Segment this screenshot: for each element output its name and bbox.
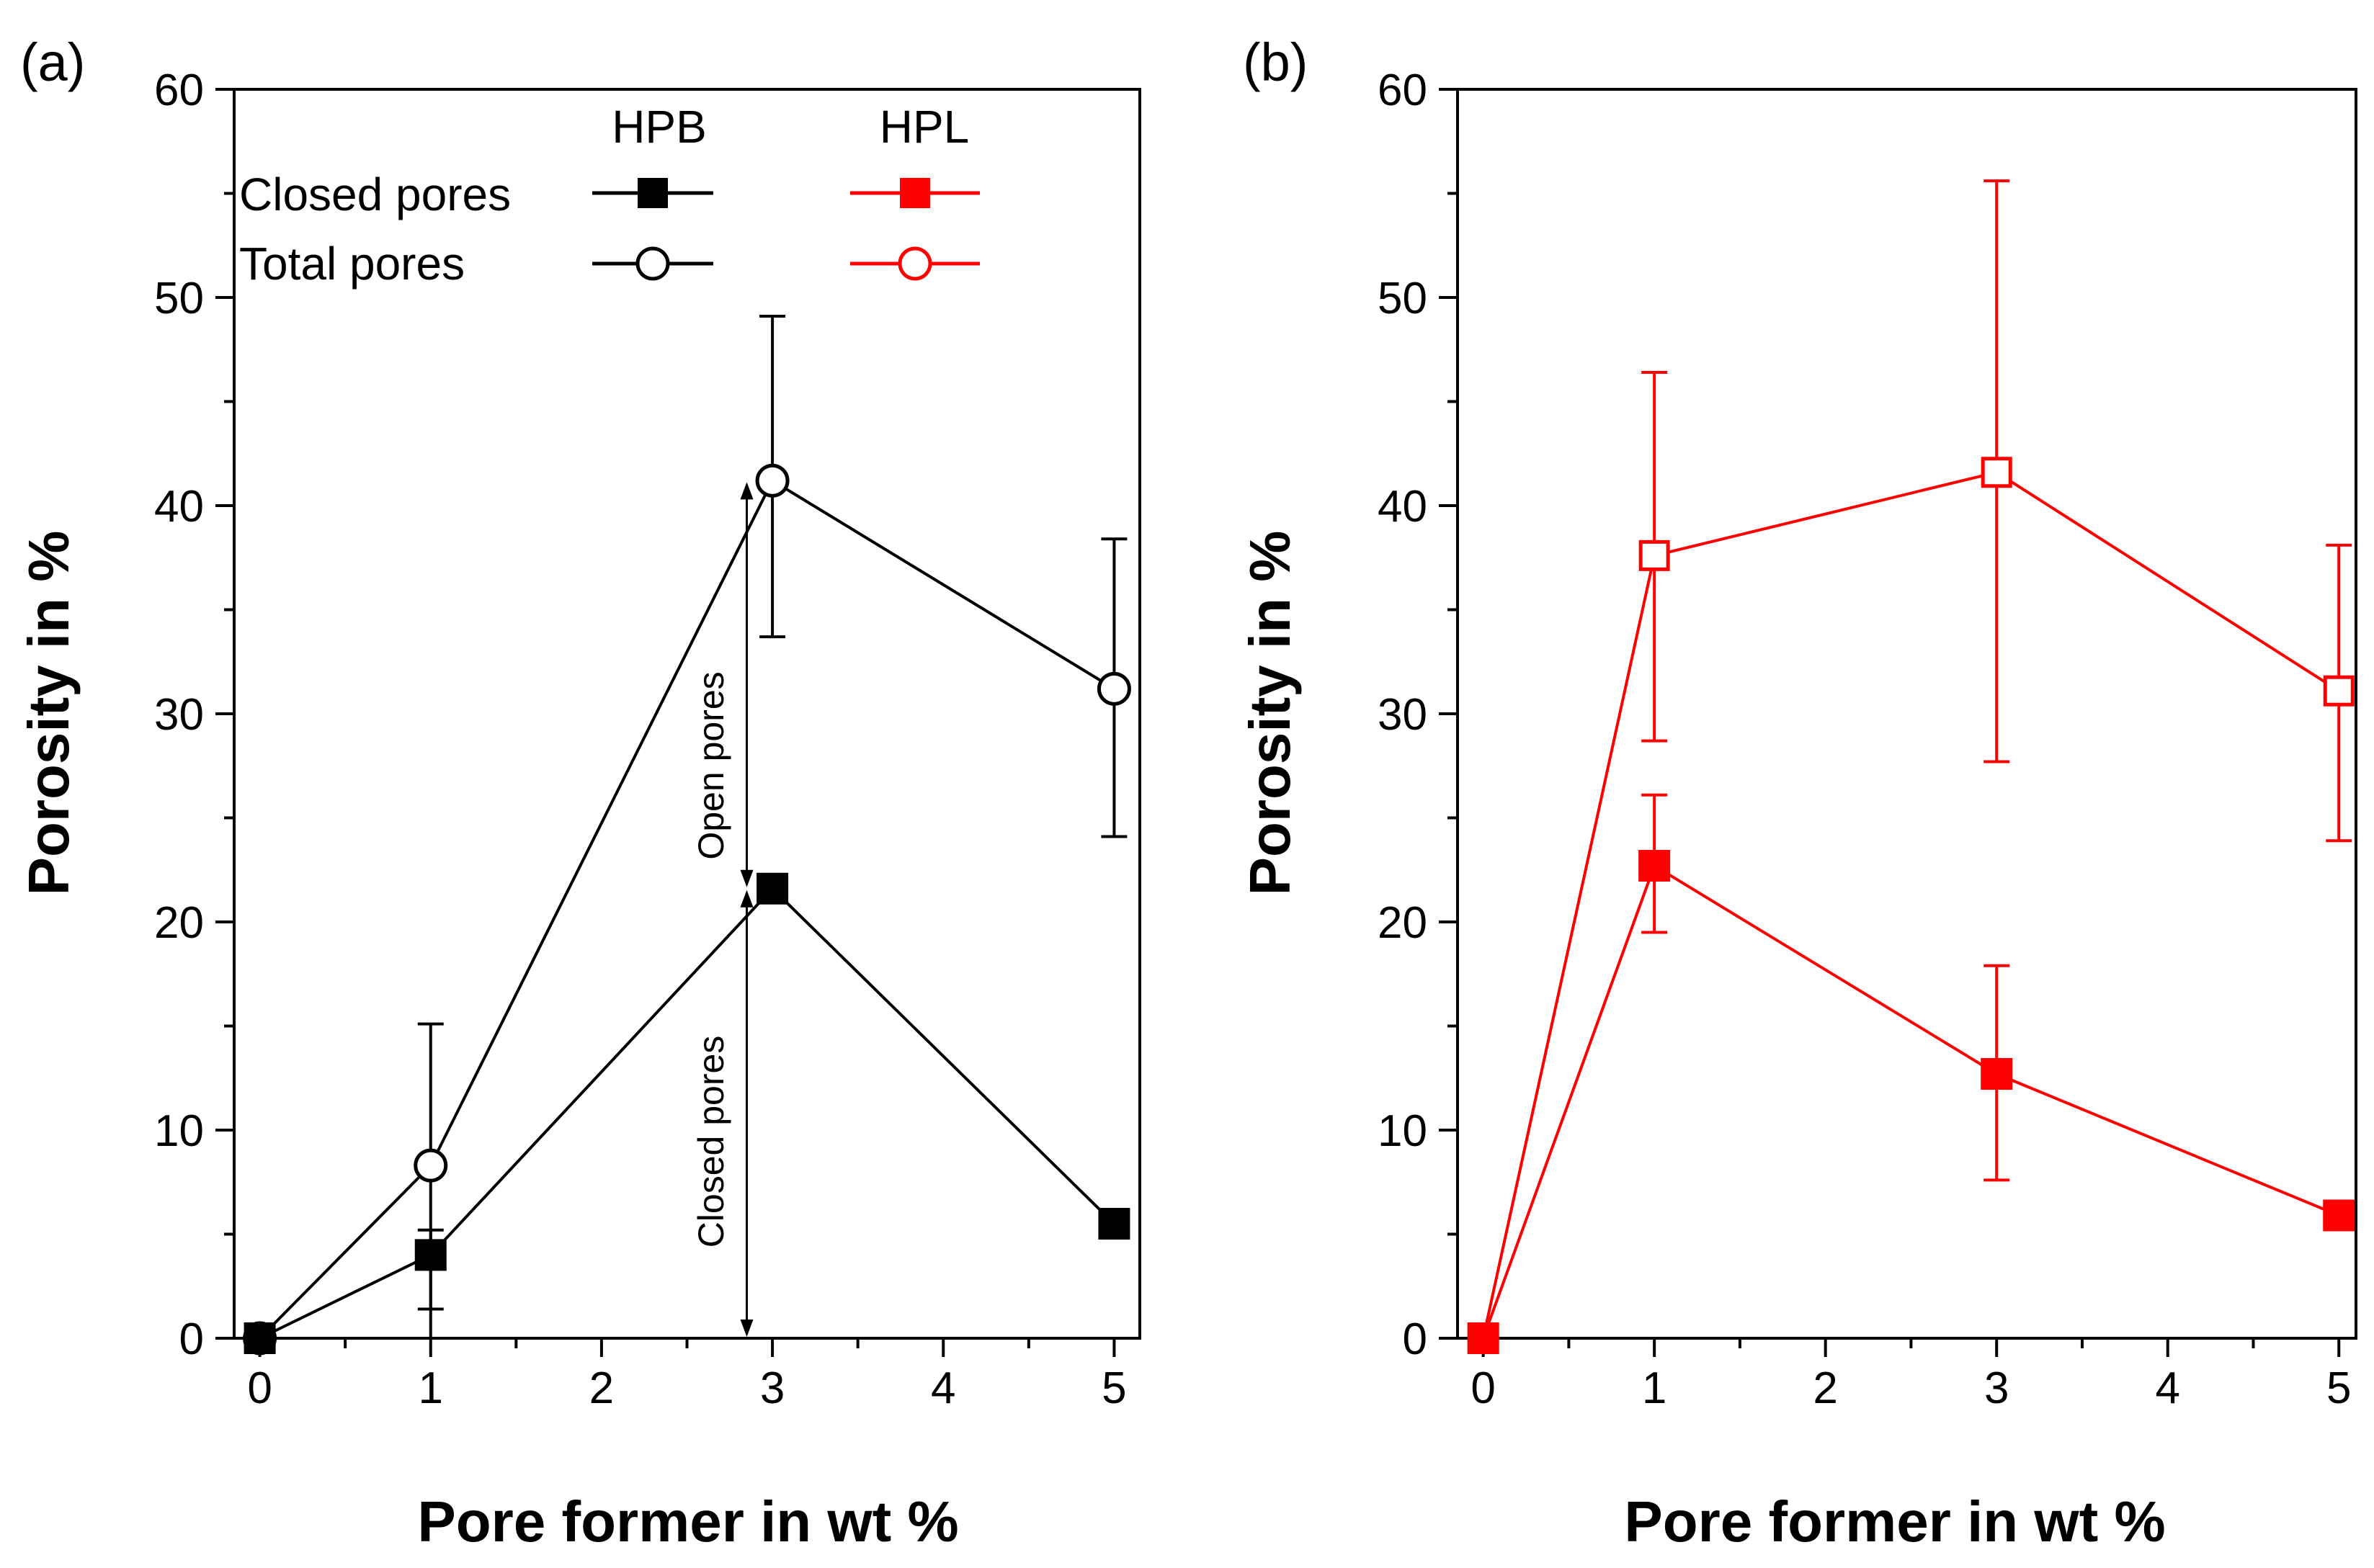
b-y-tick-label: 30 [1378, 690, 1427, 740]
a-series-1-point [414, 1239, 447, 1271]
b-x-tick-label: 1 [1642, 1363, 1666, 1413]
panel-b-x-axis-title: Pore former in wt % [1624, 1489, 2165, 1554]
a-y-tick-label: 20 [154, 898, 204, 948]
a-y-tick-label: 40 [154, 482, 204, 532]
b-series-1-point [2323, 1199, 2355, 1232]
b-x-tick-label: 0 [1471, 1363, 1495, 1413]
legend-label-total-pores: Total pores [239, 238, 465, 290]
a-series-1-line [259, 886, 1115, 1340]
panel-b-label: (b) [1243, 32, 1308, 92]
legend-header-hpl: HPL [880, 101, 970, 153]
legend-hpl-closed-marker [900, 178, 930, 208]
a-series-0-point [1097, 671, 1131, 706]
b-series-1-point [1638, 849, 1671, 882]
annotation-arrowhead-up-0 [740, 482, 754, 500]
b-y-tick-label: 10 [1378, 1106, 1427, 1156]
a-y-tick-label: 30 [154, 690, 204, 740]
b-series-0-line [1481, 470, 2340, 1339]
a-series-1-point [244, 1322, 276, 1354]
b-y-tick-label: 0 [1403, 1314, 1427, 1364]
b-series-0-point [1638, 539, 1670, 571]
a-x-tick-label: 5 [1102, 1363, 1126, 1413]
a-x-tick-label: 3 [760, 1363, 785, 1413]
b-x-tick-label: 5 [2326, 1363, 2351, 1413]
a-y-tick-label: 0 [179, 1314, 204, 1364]
a-series-0-point [414, 1148, 448, 1183]
b-series-0-point [2323, 675, 2355, 707]
annotation-arrowhead-up-1 [740, 890, 754, 908]
b-series-1-point [1467, 1322, 1499, 1354]
a-y-tick-label: 60 [154, 66, 204, 115]
annotation-arrowhead-down-0 [740, 869, 754, 887]
annotation-open-pores: Open pores [691, 671, 731, 859]
a-x-tick-label: 4 [931, 1363, 955, 1413]
a-series-1-point [1098, 1208, 1130, 1240]
panel-b-plot-area [1467, 179, 2355, 1354]
legend-header-hpb: HPB [612, 101, 707, 153]
panel-a-plot-area [243, 315, 1131, 1356]
annotation-closed-pores: Closed pores [691, 1036, 731, 1248]
legend-label-closed-pores: Closed pores [239, 169, 511, 220]
a-series-0-line [259, 478, 1115, 1340]
panel-a-y-axis-title: Porosity in % [17, 531, 81, 896]
a-x-tick-label: 0 [247, 1363, 272, 1413]
b-y-tick-label: 40 [1378, 482, 1427, 532]
a-x-tick-label: 2 [589, 1363, 614, 1413]
legend-hpb-total-marker [635, 246, 670, 281]
panel-a-annotations [740, 482, 754, 1337]
legend-hpb-closed-marker [638, 178, 668, 208]
panel-a-legend: HPB HPL Closed pores Total pores [239, 101, 980, 290]
a-series-1-point [757, 872, 789, 905]
b-x-tick-label: 3 [1984, 1363, 2009, 1413]
a-y-tick-label: 10 [154, 1106, 204, 1156]
b-x-tick-label: 2 [1813, 1363, 1837, 1413]
b-y-tick-label: 60 [1378, 66, 1427, 115]
b-x-tick-label: 4 [2155, 1363, 2179, 1413]
b-y-tick-label: 50 [1378, 274, 1427, 323]
panel-b-y-axis-title: Porosity in % [1238, 531, 1302, 896]
b-y-tick-label: 20 [1378, 898, 1427, 948]
b-series-1-point [1981, 1057, 2013, 1090]
panel-a-x-axis-title: Pore former in wt % [417, 1489, 958, 1554]
panel-a-label: (a) [20, 32, 85, 92]
legend-hpl-total-marker [898, 246, 932, 281]
a-y-tick-label: 50 [154, 274, 204, 323]
b-series-0-point [1981, 457, 2012, 488]
a-x-tick-label: 1 [419, 1363, 443, 1413]
b-series-1-line [1481, 863, 2340, 1339]
annotation-arrowhead-down-1 [740, 1320, 754, 1337]
a-series-0-point [755, 463, 790, 498]
